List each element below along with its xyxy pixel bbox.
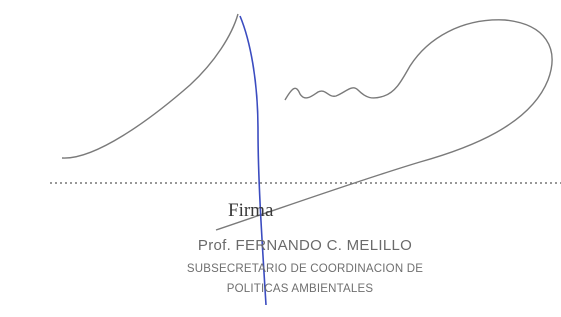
signature-label: Firma [228,200,274,221]
signature-block: Firma Prof. FERNANDO C. MELILLO SUBSECRE… [0,0,561,317]
signer-title: SUBSECRETARIO DE COORDINACION DE [187,263,423,275]
page: {"signature": {"label": "Firma", "name":… [0,0,561,317]
signer-name: Prof. FERNANDO C. MELILLO [198,237,412,254]
signer-title: POLITICAS AMBIENTALES [227,283,374,295]
